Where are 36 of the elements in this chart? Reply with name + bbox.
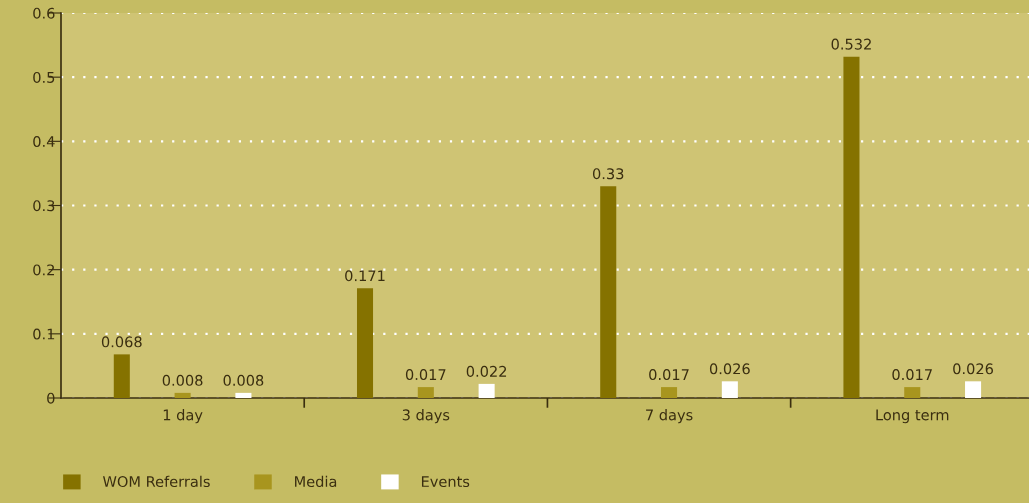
y-tick-label: 0.2 — [33, 264, 54, 276]
y-tick-label: 0.1 — [33, 328, 55, 340]
bar — [113, 354, 130, 398]
data-label: 0.026 — [953, 363, 994, 375]
data-label: 0.022 — [466, 365, 507, 377]
bar — [356, 288, 374, 398]
data-label: 0.33 — [592, 168, 624, 180]
data-label: 0.008 — [162, 374, 203, 386]
data-label: 0.026 — [709, 363, 750, 375]
bar — [843, 56, 860, 398]
data-label: 0.532 — [831, 38, 871, 50]
y-tick-label: 0.4 — [33, 136, 55, 148]
legend-label: WOM Referrals — [102, 475, 210, 488]
bar — [661, 387, 678, 398]
data-label: 0.008 — [223, 374, 264, 386]
x-tick-label: Long term — [876, 409, 949, 424]
data-label: 0.068 — [101, 336, 142, 348]
bar — [965, 381, 982, 398]
data-label: 0.017 — [405, 369, 446, 381]
x-tick-label: 1 day — [163, 409, 203, 424]
bar — [478, 383, 495, 398]
bar — [417, 387, 434, 398]
data-label: 0.017 — [892, 369, 932, 381]
legend-label: Events — [421, 476, 470, 488]
bar — [235, 392, 252, 398]
bar — [904, 387, 921, 398]
x-tick-label: 3 days — [402, 409, 450, 424]
data-label: 0.171 — [345, 270, 385, 282]
data-label: 0.017 — [649, 369, 689, 381]
bar — [721, 381, 738, 398]
y-tick-label: 0.5 — [33, 71, 55, 83]
bar — [174, 392, 191, 398]
legend-label: Media — [295, 475, 337, 488]
y-tick-label: 0.6 — [33, 7, 55, 19]
x-tick-label: 7 days — [646, 409, 693, 424]
bar — [600, 186, 617, 398]
